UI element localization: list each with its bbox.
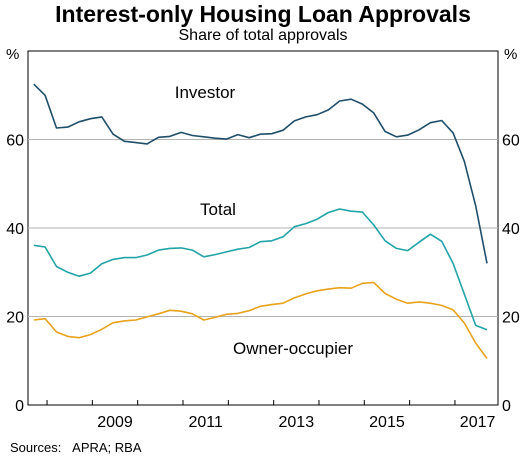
- y-tick-label-right: 60: [502, 133, 520, 150]
- chart-title: Interest-only Housing Loan Approvals: [55, 1, 471, 27]
- series-label-total: Total: [200, 200, 236, 219]
- series-label-owner-occupier: Owner-occupier: [233, 339, 353, 358]
- y-axis-unit-right: %: [504, 46, 518, 63]
- x-tick-label: 2013: [279, 414, 315, 431]
- sources-text: APRA; RBA: [72, 440, 142, 455]
- series-lines: [33, 83, 488, 359]
- y-tick-label-left: 40: [6, 221, 24, 238]
- y-tick-label-left: 20: [6, 310, 24, 327]
- sources-label: Sources:: [10, 440, 62, 455]
- y-tick-label-left: 60: [6, 133, 24, 150]
- series-label-investor: Investor: [175, 83, 236, 102]
- sources-note: Sources: APRA; RBA: [10, 440, 142, 455]
- y-axis-labels: 0 0 20 20 40 40 60 60: [6, 133, 520, 416]
- x-axis-labels: 2009 2011 2013 2015 2017: [97, 414, 495, 431]
- x-axis-ticks: [46, 400, 456, 405]
- y-tick-label-right: 40: [502, 221, 520, 238]
- gridlines: [28, 139, 498, 317]
- y-tick-label-right: 20: [502, 310, 520, 327]
- chart-subtitle: Share of total approvals: [178, 27, 348, 44]
- y-tick-label-left: 0: [15, 398, 24, 415]
- x-tick-label: 2009: [97, 414, 133, 431]
- x-tick-label: 2015: [369, 414, 405, 431]
- series-line-total: [33, 208, 488, 331]
- y-axis-unit-left: %: [6, 46, 20, 63]
- series-line-owner-occupier: [33, 281, 488, 359]
- y-tick-label-right: 0: [502, 398, 511, 415]
- x-tick-label: 2017: [460, 414, 496, 431]
- series-line-investor: [33, 83, 488, 264]
- x-tick-label: 2011: [188, 414, 223, 431]
